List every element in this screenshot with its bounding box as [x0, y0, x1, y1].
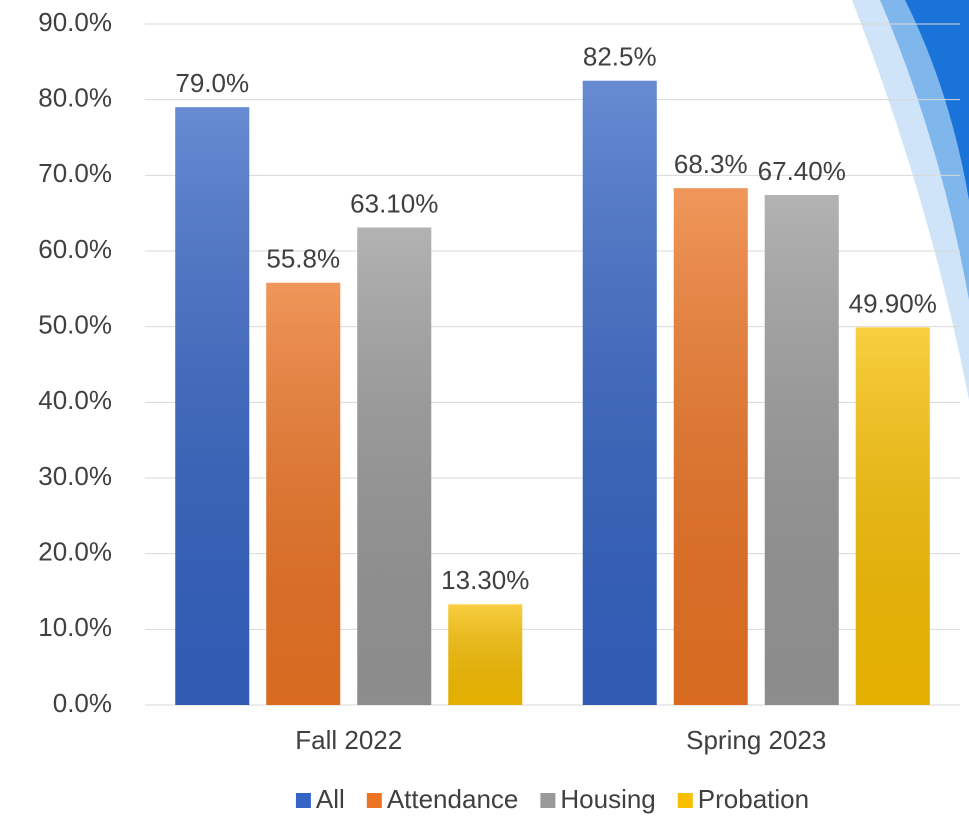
- y-tick-label: 70.0%: [38, 158, 112, 188]
- legend-label: Probation: [698, 784, 809, 814]
- y-tick-label: 90.0%: [38, 7, 112, 37]
- bar-shine: [448, 604, 523, 705]
- legend-label: Housing: [560, 784, 655, 814]
- value-label: 68.3%: [674, 149, 748, 179]
- legend: All Attendance Housing Probation: [295, 784, 809, 814]
- bar-shine: [855, 327, 930, 705]
- value-label: 79.0%: [175, 68, 249, 98]
- y-tick-label: 0.0%: [53, 688, 112, 718]
- y-tick-label: 40.0%: [38, 385, 112, 415]
- bar-shine: [764, 195, 839, 706]
- bar-shine: [582, 80, 657, 705]
- x-tick-label: Fall 2022: [295, 725, 402, 755]
- value-label: 67.40%: [758, 156, 846, 186]
- y-tick-label: 80.0%: [38, 83, 112, 113]
- legend-label: All: [316, 784, 345, 814]
- y-tick-label: 60.0%: [38, 234, 112, 264]
- legend-label: Attendance: [387, 784, 519, 814]
- y-tick-label: 10.0%: [38, 612, 112, 642]
- legend-swatch: [295, 793, 311, 808]
- bar-shine: [357, 227, 432, 705]
- legend-swatch: [677, 793, 693, 808]
- bar-shine: [673, 188, 748, 706]
- legend-swatch: [366, 793, 382, 808]
- bar-shine: [266, 282, 341, 705]
- value-label: 82.5%: [583, 42, 657, 72]
- legend-swatch: [540, 793, 556, 808]
- bar-shine: [175, 107, 250, 705]
- y-tick-label: 30.0%: [38, 461, 112, 491]
- value-label: 13.30%: [441, 565, 529, 595]
- x-tick-label: Spring 2023: [686, 725, 826, 755]
- value-label: 55.8%: [266, 244, 340, 274]
- value-label: 49.90%: [849, 288, 937, 318]
- value-label: 63.10%: [350, 188, 438, 218]
- y-tick-label: 20.0%: [38, 537, 112, 567]
- y-tick-label: 50.0%: [38, 310, 112, 340]
